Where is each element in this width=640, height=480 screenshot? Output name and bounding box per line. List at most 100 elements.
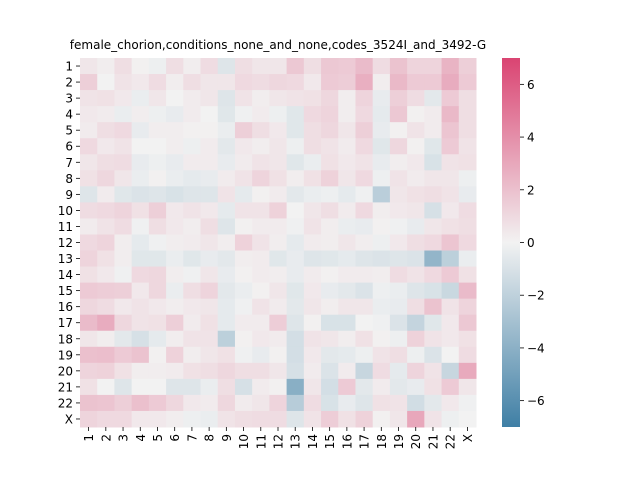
- heatmap-cell: [458, 394, 477, 412]
- heatmap-cell: [217, 106, 236, 123]
- heatmap-cell: [114, 346, 133, 364]
- heatmap-cell: [269, 394, 288, 412]
- heatmap-cell: [114, 378, 133, 396]
- heatmap-cell: [200, 74, 219, 91]
- x-tick-label: 10: [237, 434, 251, 449]
- heatmap-cell: [286, 314, 305, 332]
- heatmap-cell: [234, 74, 253, 91]
- heatmap-cell: [166, 74, 184, 91]
- heatmap-cell: [441, 394, 460, 412]
- x-tick-label: 19: [392, 434, 406, 449]
- heatmap-cell: [441, 346, 460, 364]
- x-tick-label: 6: [168, 434, 182, 442]
- heatmap-cell: [321, 74, 339, 91]
- heatmap-cell: [80, 362, 98, 380]
- heatmap-cell: [389, 138, 408, 155]
- heatmap-cell: [183, 298, 202, 316]
- heatmap-cell: [183, 122, 202, 139]
- heatmap-cell: [321, 266, 339, 284]
- heatmap-cell: [372, 282, 391, 300]
- heatmap-cell: [338, 410, 356, 428]
- heatmap-cell: [303, 138, 322, 155]
- x-tick-label: 21: [426, 434, 440, 449]
- heatmap-cell: [80, 170, 98, 187]
- heatmap-cell: [424, 138, 443, 155]
- heatmap-cell: [97, 394, 115, 412]
- heatmap-cell: [424, 314, 443, 332]
- heatmap-cell: [148, 74, 167, 91]
- heatmap-cell: [286, 186, 305, 203]
- heatmap-cell: [200, 90, 219, 107]
- heatmap-cell: [424, 394, 443, 412]
- heatmap-cell: [131, 282, 150, 300]
- heatmap-cell: [372, 218, 391, 235]
- heatmap-cell: [389, 282, 408, 300]
- heatmap-cell: [114, 58, 133, 75]
- heatmap-cell: [407, 154, 425, 171]
- heatmap-cell: [114, 202, 133, 219]
- heatmap-cell: [166, 282, 184, 300]
- heatmap-cell: [321, 186, 339, 203]
- heatmap-cell: [441, 282, 460, 300]
- heatmap-cell: [131, 186, 150, 203]
- heatmap-cell: [355, 74, 374, 91]
- heatmap-cell: [183, 346, 202, 364]
- heatmap-cell: [200, 218, 219, 235]
- heatmap-cell: [338, 138, 356, 155]
- heatmap-cell: [407, 186, 425, 203]
- heatmap-cell: [338, 58, 356, 75]
- heatmap-cell: [321, 58, 339, 75]
- heatmap-cell: [441, 234, 460, 252]
- heatmap-cell: [269, 378, 288, 396]
- heatmap-cell: [148, 202, 167, 219]
- y-tick-label: 22: [58, 396, 73, 410]
- heatmap-cell: [407, 90, 425, 107]
- heatmap-cell: [114, 362, 133, 380]
- heatmap-cell: [252, 266, 270, 284]
- heatmap-cell: [148, 106, 167, 123]
- heatmap-cell: [441, 378, 460, 396]
- heatmap-cell: [441, 218, 460, 235]
- heatmap-cell: [389, 410, 408, 428]
- heatmap-cell: [183, 410, 202, 428]
- heatmap-cell: [97, 362, 115, 380]
- heatmap-cell: [355, 298, 374, 316]
- heatmap-cell: [166, 186, 184, 203]
- heatmap-cell: [200, 266, 219, 284]
- heatmap-cell: [389, 154, 408, 171]
- heatmap-cell: [97, 234, 115, 252]
- heatmap-cell: [114, 138, 133, 155]
- heatmap-cell: [424, 378, 443, 396]
- y-tick-label: 9: [65, 188, 73, 202]
- heatmap-cell: [286, 378, 305, 396]
- heatmap-cell: [424, 282, 443, 300]
- heatmap-cell: [217, 218, 236, 235]
- heatmap-cell: [424, 186, 443, 203]
- heatmap-cell: [458, 202, 477, 219]
- heatmap-cell: [389, 202, 408, 219]
- heatmap-cell: [286, 234, 305, 252]
- y-tick-label: X: [65, 412, 73, 426]
- heatmap-cell: [372, 58, 391, 75]
- heatmap-cell: [114, 186, 133, 203]
- heatmap-cell: [303, 218, 322, 235]
- heatmap-cell: [424, 170, 443, 187]
- heatmap-cell: [217, 154, 236, 171]
- heatmap-cell: [355, 122, 374, 139]
- heatmap-cell: [424, 250, 443, 268]
- y-tick-label: 21: [58, 380, 73, 394]
- heatmap-cell: [372, 394, 391, 412]
- heatmap-cell: [372, 362, 391, 380]
- heatmap-cell: [252, 362, 270, 380]
- heatmap-cell: [424, 202, 443, 219]
- heatmap-cell: [114, 74, 133, 91]
- y-tick-label: 12: [58, 236, 73, 250]
- heatmap-cell: [234, 266, 253, 284]
- heatmap-cell: [131, 330, 150, 348]
- heatmap-cell: [355, 234, 374, 252]
- heatmap-cell: [166, 314, 184, 332]
- heatmap-cell: [407, 330, 425, 348]
- heatmap-cell: [166, 394, 184, 412]
- heatmap-cell: [372, 298, 391, 316]
